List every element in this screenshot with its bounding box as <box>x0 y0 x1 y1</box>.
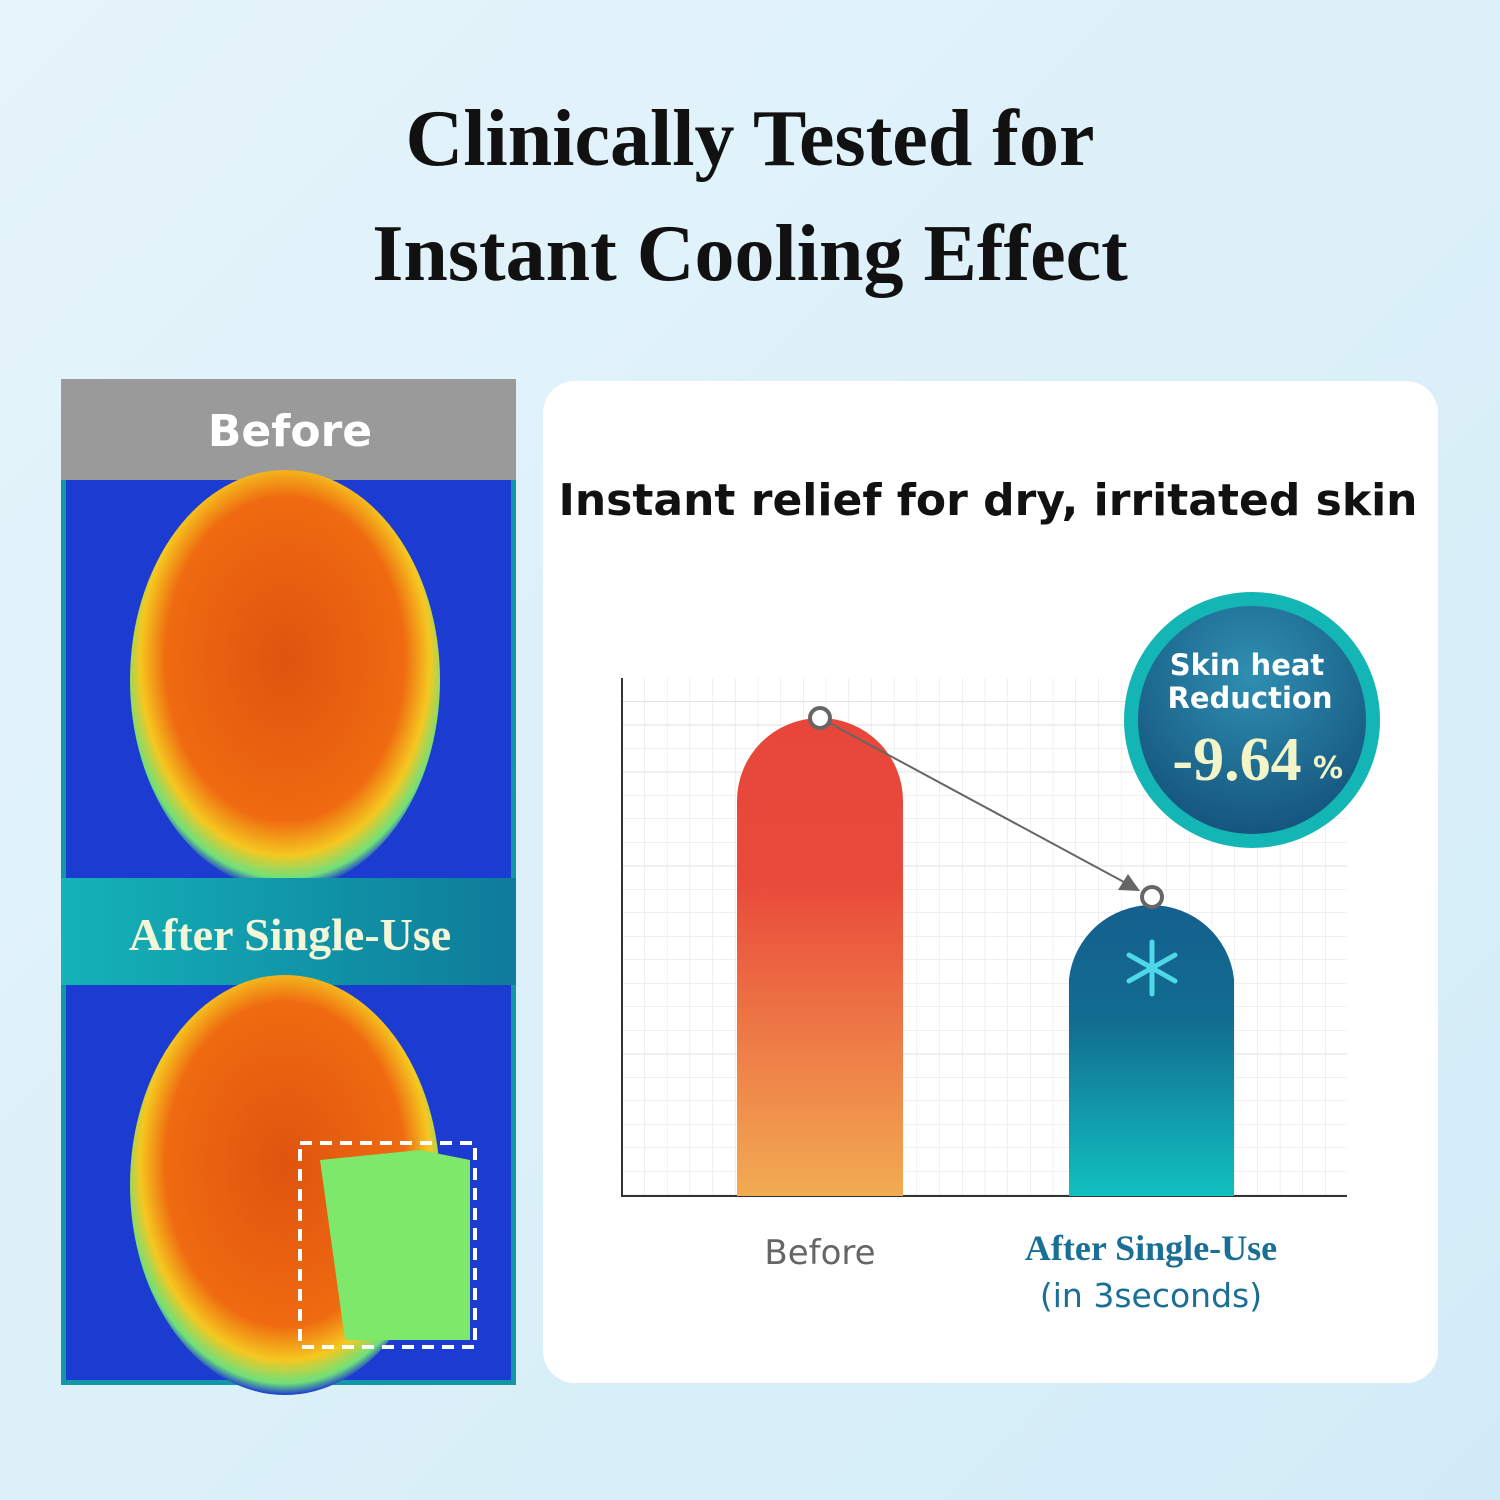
bar-label: Before <box>764 1233 875 1273</box>
badge-text: Reduction <box>1168 681 1333 715</box>
bar-after <box>1069 905 1234 1196</box>
before-label: Before <box>208 406 372 457</box>
arrowhead <box>1118 874 1140 891</box>
badge-value: -9.64 <box>1172 726 1301 794</box>
bar-note: (in 3seconds) <box>1040 1276 1262 1315</box>
badge <box>1138 606 1366 834</box>
before-header <box>61 379 516 480</box>
badge-unit: % <box>1313 751 1343 786</box>
highlight-box <box>298 1141 477 1349</box>
bar-label: After Single-Use <box>1025 1228 1277 1268</box>
card-title: Instant relief for dry, irritated skin <box>558 475 1417 526</box>
after-label: After Single-Use <box>129 909 451 960</box>
badge-text: Skin heat <box>1170 648 1325 682</box>
after-header <box>61 878 516 985</box>
point <box>1140 885 1164 909</box>
point <box>808 706 832 730</box>
bar-before <box>737 718 903 1196</box>
title-line: Instant Cooling Effect <box>372 210 1128 298</box>
arrow <box>819 717 1136 889</box>
cooled-area <box>320 1150 470 1340</box>
snowflake <box>1126 939 1178 997</box>
title-line: Clinically Tested for <box>406 95 1095 183</box>
face <box>130 470 440 890</box>
